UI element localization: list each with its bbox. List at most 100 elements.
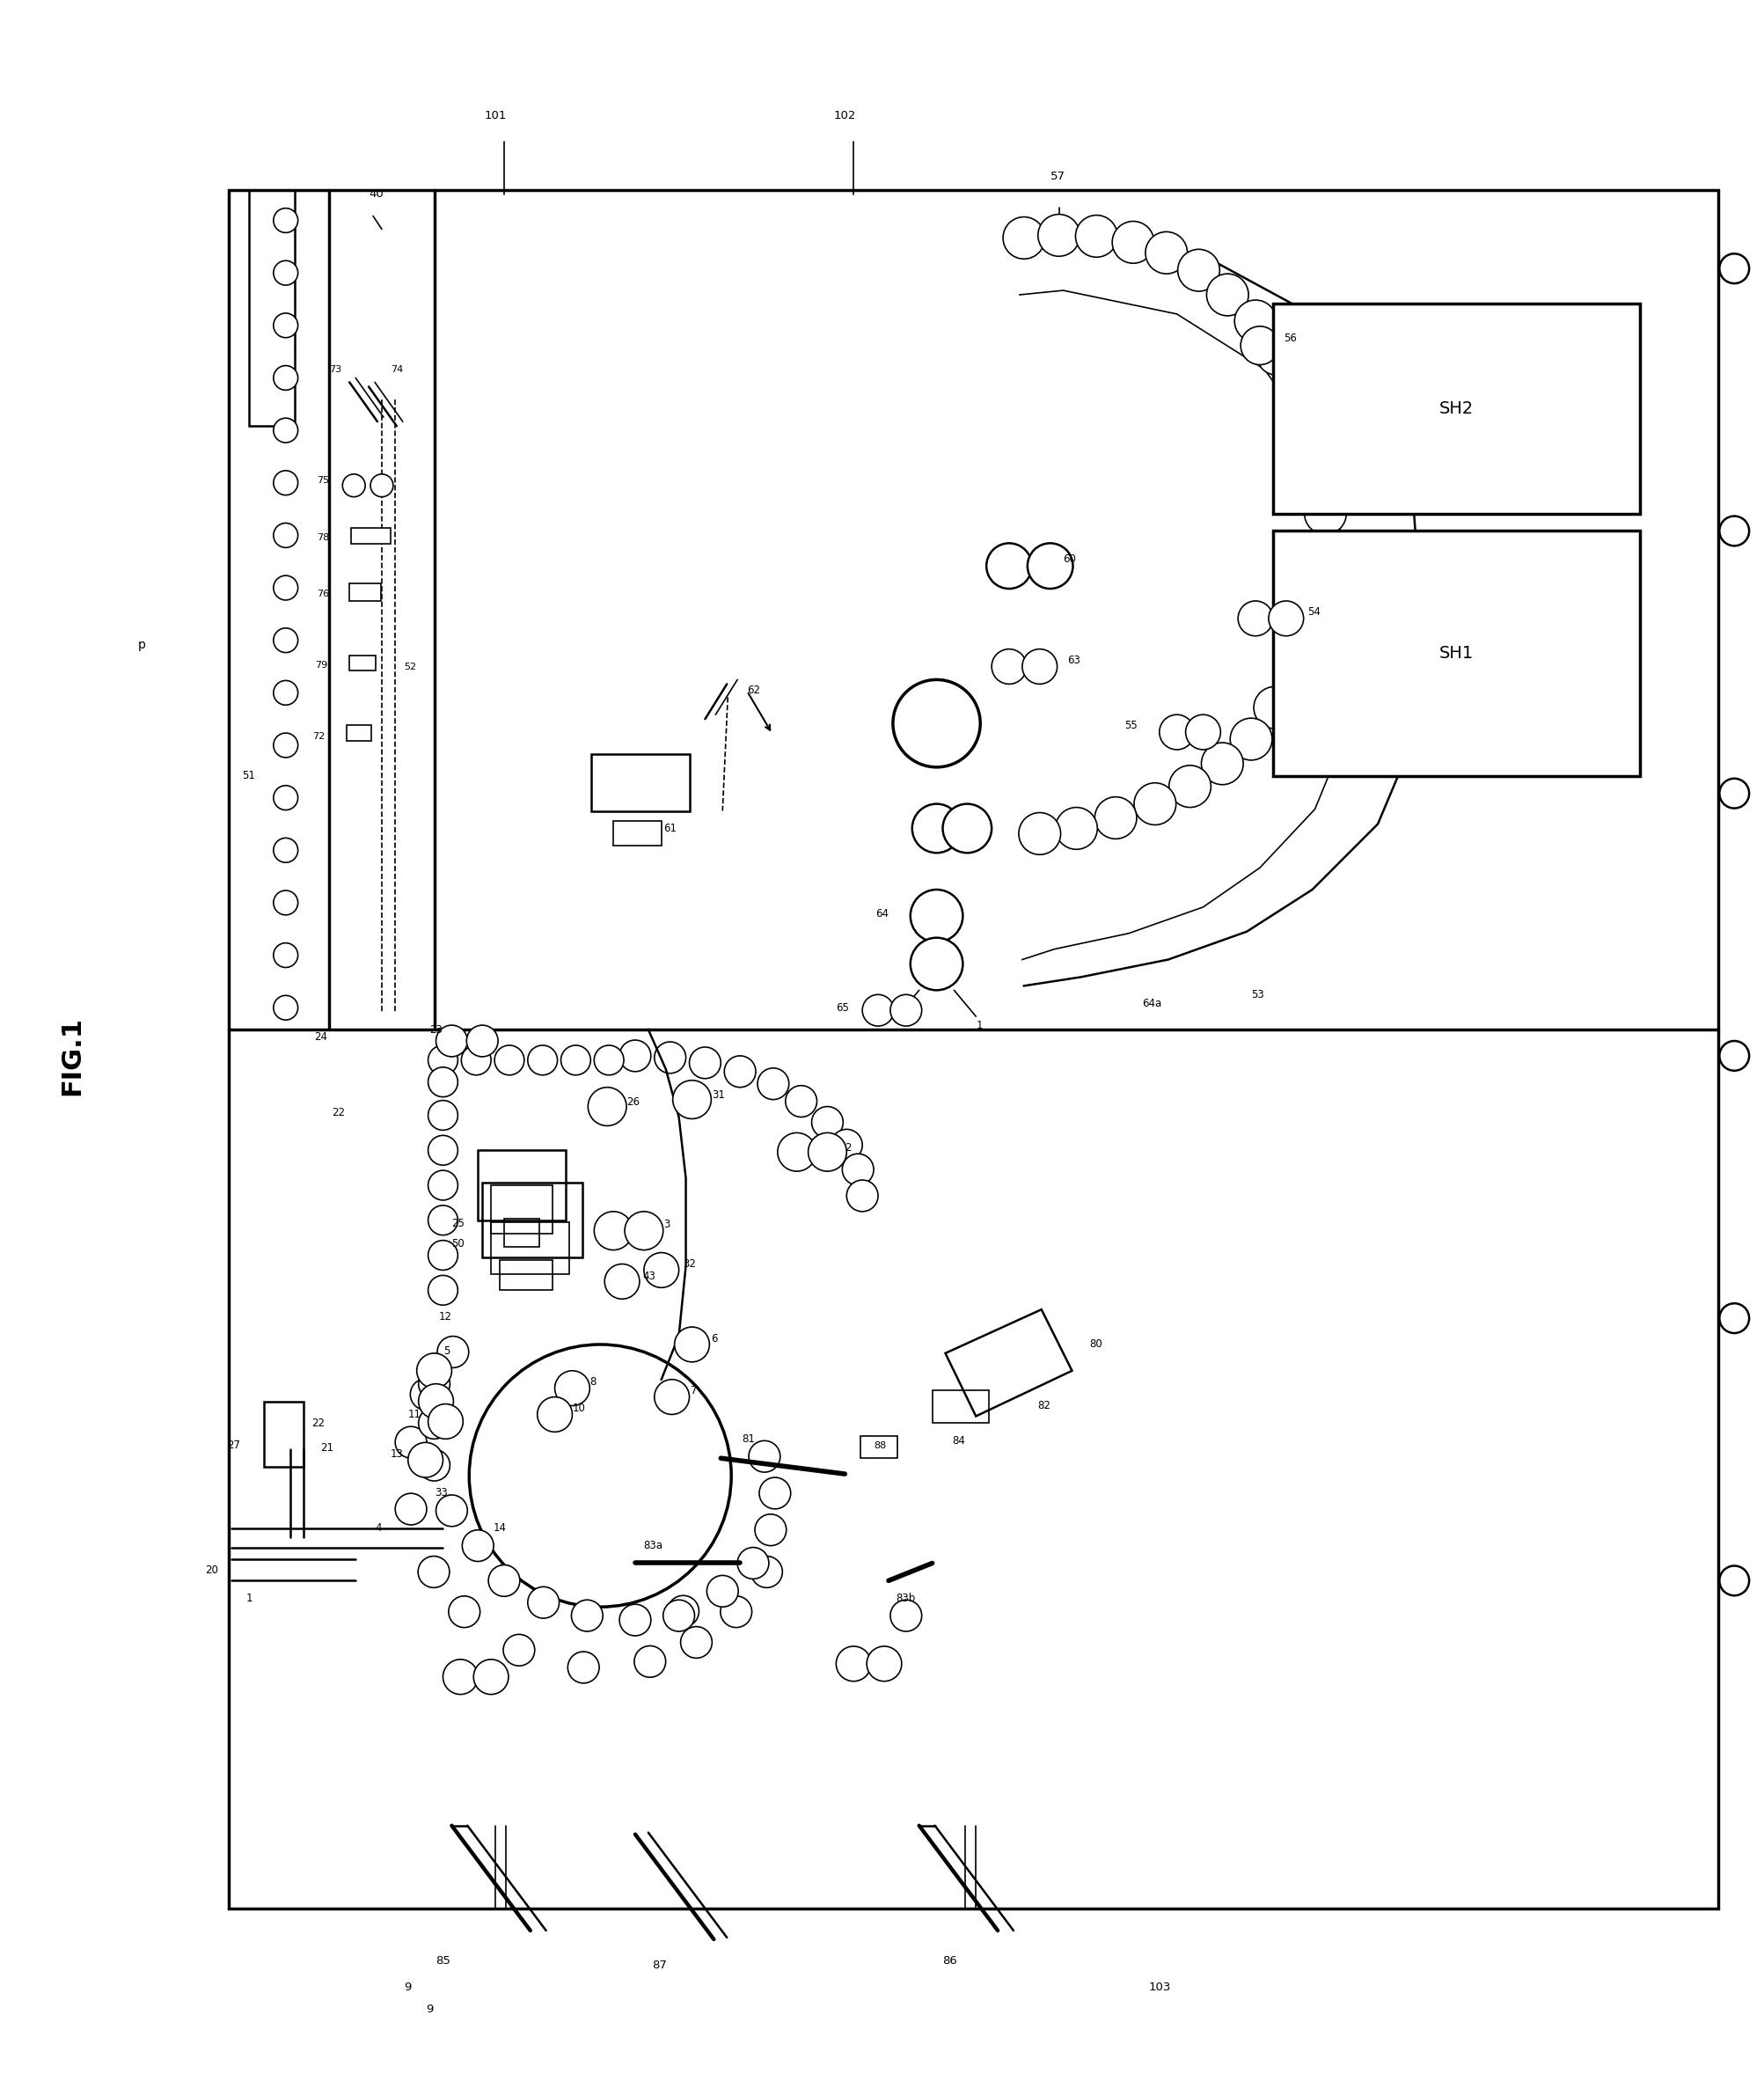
Circle shape bbox=[811, 1107, 843, 1138]
Circle shape bbox=[757, 1068, 789, 1099]
Circle shape bbox=[395, 1425, 427, 1459]
Text: 101: 101 bbox=[485, 110, 506, 121]
Circle shape bbox=[587, 1086, 626, 1126]
Circle shape bbox=[418, 1384, 453, 1419]
Circle shape bbox=[1037, 214, 1080, 256]
Circle shape bbox=[273, 260, 298, 285]
Text: 75: 75 bbox=[318, 477, 330, 485]
Circle shape bbox=[1720, 516, 1750, 545]
Circle shape bbox=[1134, 782, 1177, 824]
Text: p: p bbox=[138, 639, 145, 651]
Circle shape bbox=[624, 1211, 663, 1251]
Circle shape bbox=[1021, 649, 1057, 685]
Circle shape bbox=[436, 1026, 467, 1057]
Text: 86: 86 bbox=[942, 1956, 958, 1967]
Bar bbox=[348, 724, 370, 741]
Text: 52: 52 bbox=[404, 662, 416, 670]
Text: 83a: 83a bbox=[642, 1540, 662, 1552]
Circle shape bbox=[672, 1080, 711, 1120]
Circle shape bbox=[429, 1240, 459, 1269]
Text: 53: 53 bbox=[1251, 988, 1265, 1001]
Circle shape bbox=[619, 1040, 651, 1072]
Bar bbox=[478, 1151, 564, 1219]
Circle shape bbox=[1055, 807, 1097, 849]
Text: 74: 74 bbox=[390, 364, 404, 372]
Text: 6: 6 bbox=[711, 1332, 718, 1344]
Circle shape bbox=[429, 1405, 464, 1438]
Circle shape bbox=[654, 1380, 690, 1415]
Text: 64: 64 bbox=[875, 909, 889, 920]
Circle shape bbox=[273, 733, 298, 757]
Circle shape bbox=[429, 1045, 459, 1076]
Text: 9: 9 bbox=[404, 1981, 411, 1994]
Text: 56: 56 bbox=[1284, 333, 1297, 343]
Circle shape bbox=[751, 1557, 783, 1588]
Circle shape bbox=[395, 1494, 427, 1525]
Circle shape bbox=[416, 1353, 452, 1388]
Circle shape bbox=[273, 943, 298, 968]
Circle shape bbox=[437, 1336, 469, 1367]
Circle shape bbox=[755, 1515, 787, 1546]
Text: 102: 102 bbox=[834, 110, 856, 121]
Text: 63: 63 bbox=[1067, 656, 1081, 666]
Circle shape bbox=[462, 1530, 494, 1561]
Text: 32: 32 bbox=[683, 1259, 697, 1269]
Circle shape bbox=[418, 1450, 450, 1482]
Circle shape bbox=[1298, 449, 1341, 493]
Circle shape bbox=[429, 1068, 459, 1097]
Text: 43: 43 bbox=[642, 1271, 654, 1282]
Bar bbox=[505, 1219, 540, 1247]
Circle shape bbox=[1145, 231, 1187, 275]
Circle shape bbox=[411, 1378, 441, 1411]
Circle shape bbox=[836, 1646, 871, 1681]
Circle shape bbox=[1277, 370, 1318, 412]
Circle shape bbox=[429, 1101, 459, 1130]
Circle shape bbox=[273, 995, 298, 1020]
Circle shape bbox=[1289, 614, 1330, 658]
Bar bbox=[1274, 304, 1641, 514]
Circle shape bbox=[663, 1600, 695, 1632]
Circle shape bbox=[891, 1600, 923, 1632]
Circle shape bbox=[527, 1045, 557, 1076]
Circle shape bbox=[605, 1263, 640, 1299]
Circle shape bbox=[707, 1575, 739, 1607]
Text: 11: 11 bbox=[407, 1409, 422, 1419]
Text: FIG.1: FIG.1 bbox=[58, 1016, 85, 1095]
Circle shape bbox=[1238, 601, 1274, 637]
Text: 60: 60 bbox=[1064, 554, 1076, 564]
Circle shape bbox=[690, 1047, 721, 1078]
Text: 103: 103 bbox=[1148, 1981, 1171, 1994]
Circle shape bbox=[1201, 743, 1244, 785]
Circle shape bbox=[778, 1132, 817, 1172]
Text: 51: 51 bbox=[242, 770, 256, 782]
Circle shape bbox=[273, 891, 298, 916]
Text: 33: 33 bbox=[434, 1488, 448, 1498]
Text: 27: 27 bbox=[228, 1440, 240, 1450]
Circle shape bbox=[273, 576, 298, 599]
Circle shape bbox=[370, 474, 393, 497]
Circle shape bbox=[466, 1026, 497, 1057]
Bar bbox=[490, 1186, 552, 1234]
Text: SH2: SH2 bbox=[1439, 400, 1473, 416]
Circle shape bbox=[1298, 576, 1341, 618]
Circle shape bbox=[737, 1548, 769, 1579]
Circle shape bbox=[1720, 1565, 1750, 1596]
Circle shape bbox=[866, 1646, 901, 1681]
Circle shape bbox=[1304, 535, 1346, 576]
Circle shape bbox=[561, 1045, 591, 1076]
Bar bbox=[349, 656, 376, 670]
Circle shape bbox=[342, 474, 365, 497]
Circle shape bbox=[847, 1180, 878, 1211]
Text: 22: 22 bbox=[332, 1107, 346, 1117]
Text: 55: 55 bbox=[1125, 720, 1138, 730]
Text: 88: 88 bbox=[873, 1442, 886, 1450]
Circle shape bbox=[1720, 254, 1750, 283]
Circle shape bbox=[1256, 333, 1298, 375]
Circle shape bbox=[594, 1211, 633, 1251]
Text: 85: 85 bbox=[436, 1956, 450, 1967]
Text: 81: 81 bbox=[743, 1434, 755, 1444]
Circle shape bbox=[725, 1055, 755, 1086]
Circle shape bbox=[273, 680, 298, 705]
Circle shape bbox=[808, 1132, 847, 1172]
Circle shape bbox=[942, 803, 991, 853]
